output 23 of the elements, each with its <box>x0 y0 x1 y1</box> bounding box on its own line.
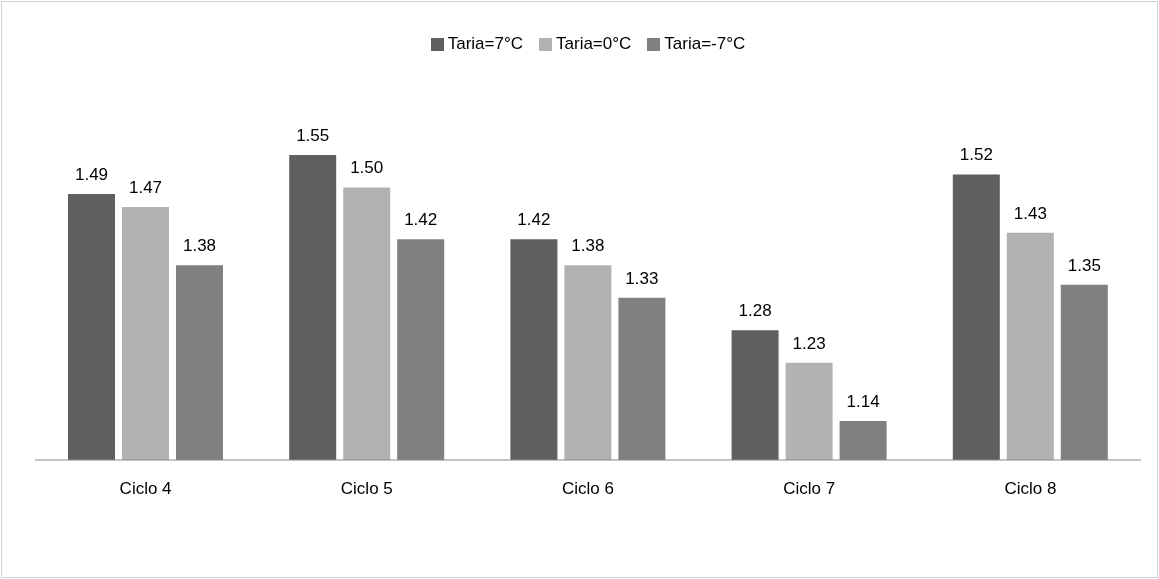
data-label: 1.33 <box>625 268 659 288</box>
data-label: 1.47 <box>128 177 163 197</box>
data-label: 1.55 <box>296 126 330 145</box>
data-label: 1.28 <box>738 301 772 321</box>
data-label: 1.43 <box>1013 203 1047 223</box>
x-tick-label: Ciclo 8 <box>1004 479 1057 499</box>
x-tick-label: Ciclo 5 <box>340 479 393 499</box>
legend-label: Taria=0°C <box>555 34 632 54</box>
data-label: 1.42 <box>517 210 551 230</box>
data-label: 1.38 <box>182 236 217 256</box>
data-label: 1.52 <box>959 145 993 165</box>
data-label: 1.35 <box>1067 255 1101 275</box>
data-label: 1.42 <box>404 210 438 230</box>
x-tick-label: Ciclo 6 <box>562 479 614 499</box>
x-tick-label: Ciclo 4 <box>119 479 172 499</box>
legend-label: Taria=7°C <box>446 34 524 54</box>
data-label: 1.49 <box>74 164 109 184</box>
data-label: 1.14 <box>846 392 880 412</box>
data-label: 1.23 <box>792 333 826 353</box>
data-label: 1.38 <box>571 236 605 256</box>
data-label: 1.50 <box>350 158 384 178</box>
legend-label: Taria=-7°C <box>663 34 746 54</box>
x-tick-label: Ciclo 7 <box>783 479 836 499</box>
